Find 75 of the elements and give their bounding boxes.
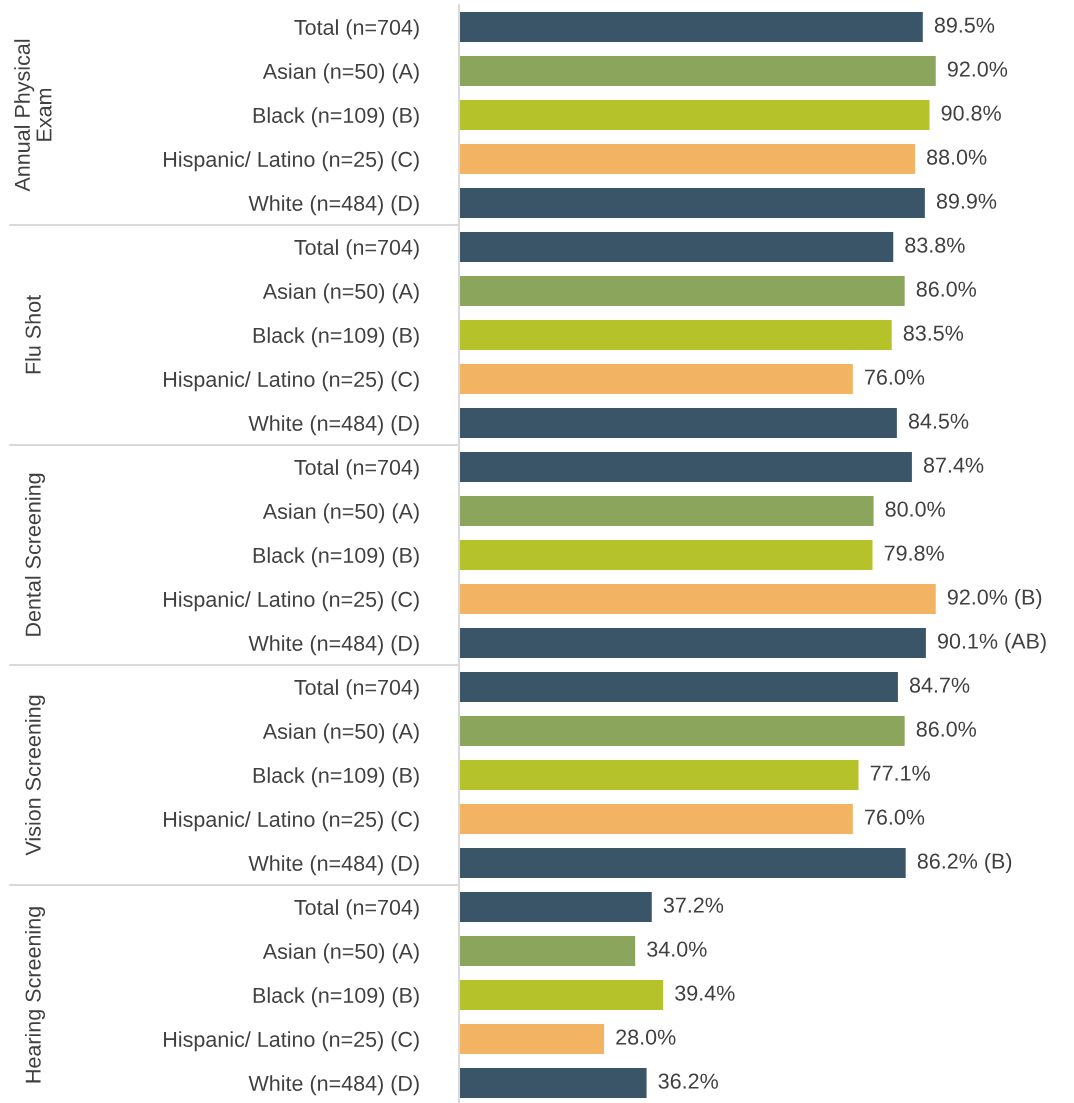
- bar: [459, 760, 859, 790]
- y-tick-label: Hispanic/ Latino (n=25) (C): [164, 371, 419, 392]
- data-label: 89.5%: [934, 17, 995, 33]
- bar: [459, 716, 905, 746]
- y-tick-label: Hispanic/ Latino (n=25) (C): [164, 151, 419, 172]
- y-tick-label: Asian (n=50) (A): [262, 283, 419, 304]
- bar: [459, 1024, 605, 1054]
- y-tick-label: Hispanic/ Latino (n=25) (C): [164, 811, 419, 832]
- data-label: 87.4%: [923, 457, 984, 473]
- y-tick-label: Total (n=704): [294, 19, 419, 40]
- y-tick-label: Total (n=704): [294, 239, 419, 260]
- y-tick-label: Asian (n=50) (A): [262, 63, 419, 84]
- y-tick-label: Black (n=109) (B): [253, 327, 419, 348]
- bar: [459, 408, 897, 438]
- data-label: 86.2% (B): [917, 852, 1012, 874]
- text: Flu Shot: [24, 295, 41, 374]
- bar: [459, 276, 905, 306]
- data-label: 86.0%: [916, 721, 977, 737]
- y-tick-label: White (n=484) (D): [248, 415, 419, 436]
- bar: [459, 848, 906, 878]
- data-label: 84.7%: [909, 677, 970, 693]
- bar: [459, 628, 926, 658]
- bar: [459, 584, 936, 614]
- y-tick-label: Total (n=704): [294, 459, 419, 480]
- y-tick-label: Black (n=109) (B): [253, 767, 419, 788]
- bar: [459, 804, 853, 834]
- bar: [459, 1068, 647, 1098]
- data-label: 77.1%: [870, 765, 930, 781]
- text: Vision Screening: [24, 695, 46, 856]
- bar: [459, 936, 636, 966]
- y-tick-label: Asian (n=50) (A): [262, 723, 419, 744]
- data-label: 83.5%: [903, 325, 964, 341]
- data-label: 37.2%: [663, 897, 724, 913]
- bar: [459, 496, 874, 526]
- bar: [459, 672, 898, 702]
- bar: [459, 892, 652, 922]
- data-label: 83.8%: [905, 237, 965, 253]
- data-label: 34.0%: [647, 941, 707, 957]
- data-label: 84.5%: [908, 413, 969, 429]
- text: Annual Physical Exam: [14, 39, 52, 192]
- data-label: 76.0%: [865, 369, 925, 385]
- data-label: 89.9%: [936, 193, 997, 209]
- text: Hearing Screening: [24, 907, 46, 1083]
- y-tick-label: Hispanic/ Latino (n=25) (C): [164, 1031, 419, 1052]
- y-tick-label: Asian (n=50) (A): [262, 943, 419, 964]
- bar: [459, 980, 664, 1010]
- data-label: 28.0%: [616, 1029, 676, 1045]
- data-label: 80.0%: [885, 501, 945, 517]
- y-tick-label: Black (n=109) (B): [253, 987, 419, 1008]
- bar: [459, 320, 892, 350]
- data-label: 86.0%: [916, 281, 977, 297]
- text: Dental Screening: [24, 473, 46, 636]
- data-label: 39.4%: [675, 985, 735, 1001]
- y-tick-label: Black (n=109) (B): [253, 547, 419, 568]
- y-tick-label: White (n=484) (D): [248, 635, 419, 656]
- bar: [459, 452, 912, 482]
- data-label: 76.0%: [865, 809, 925, 825]
- data-label: 36.2%: [658, 1073, 718, 1089]
- y-tick-label: White (n=484) (D): [248, 195, 419, 216]
- data-label: 90.8%: [941, 105, 1001, 121]
- y-tick-label: Black (n=109) (B): [253, 107, 419, 128]
- y-tick-label: Total (n=704): [294, 899, 419, 920]
- data-label: 90.1% (AB): [938, 632, 1046, 654]
- bar: [459, 364, 853, 394]
- y-tick-label: White (n=484) (D): [248, 855, 419, 876]
- bar: [459, 232, 894, 262]
- y-tick-label: Total (n=704): [294, 679, 419, 700]
- data-label: 88.0%: [927, 149, 987, 165]
- data-label: 92.0% (B): [947, 588, 1042, 610]
- data-label: 79.8%: [884, 545, 944, 561]
- y-tick-label: White (n=484) (D): [248, 1075, 419, 1096]
- y-tick-label: Asian (n=50) (A): [262, 503, 419, 524]
- data-label: 92.0%: [947, 61, 1008, 77]
- y-tick-label: Hispanic/ Latino (n=25) (C): [164, 591, 419, 612]
- bar: [459, 540, 873, 570]
